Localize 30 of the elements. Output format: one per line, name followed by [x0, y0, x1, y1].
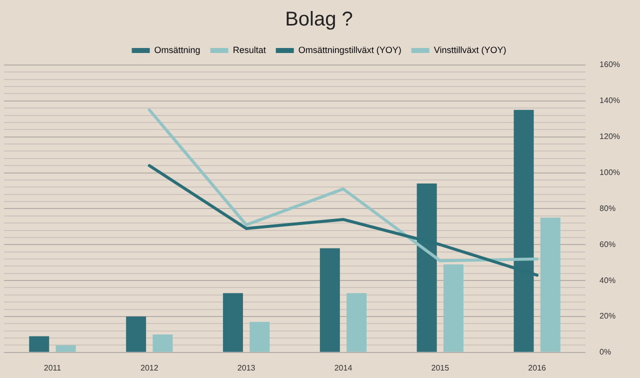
legend-label: Omsättning: [154, 44, 200, 55]
bar: [443, 264, 464, 352]
legend-label: Resultat: [232, 44, 266, 55]
y2-tick-label: 40%: [600, 276, 616, 285]
y2-tick-label: 120%: [600, 132, 620, 142]
bar: [29, 336, 50, 352]
y2-tick-label: 20%: [600, 312, 616, 321]
bar: [126, 316, 146, 352]
x-tick-label: 2014: [334, 363, 353, 372]
x-tick-label: 2013: [237, 363, 256, 372]
legend-label: Omsättningstillväxt (YOY): [298, 44, 402, 55]
bar: [320, 248, 340, 352]
bar: [152, 334, 173, 352]
bar: [56, 345, 76, 352]
x-tick-label: 2016: [528, 363, 547, 372]
x-tick-label: 2011: [44, 363, 62, 372]
chart-title: Bolag ?: [285, 8, 353, 31]
y2-tick-label: 80%: [600, 204, 616, 213]
legend-label: Vinsttillväxt (YOY): [434, 44, 506, 55]
x-tick-label: 2015: [431, 363, 450, 372]
y2-tick-label: 0%: [600, 348, 612, 357]
bar: [250, 322, 270, 352]
bar: [346, 293, 367, 352]
y2-tick-label: 140%: [600, 96, 620, 106]
y2-tick-label: 160%: [600, 60, 620, 70]
y2-tick-label: 60%: [600, 240, 616, 249]
x-tick-label: 2012: [140, 363, 159, 372]
bar: [540, 218, 560, 352]
bar: [222, 293, 243, 352]
y2-tick-label: 100%: [600, 168, 620, 177]
